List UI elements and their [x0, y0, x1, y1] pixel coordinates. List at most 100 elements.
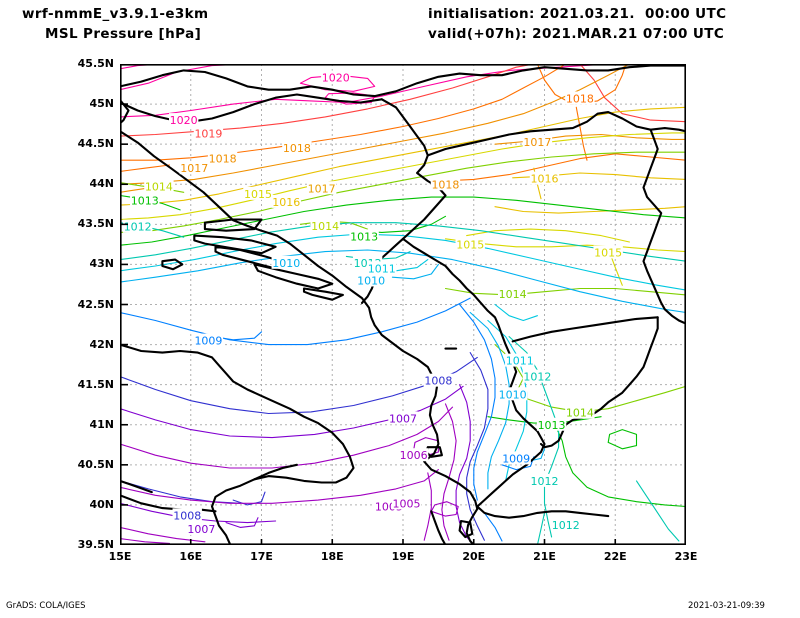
- y-tick-label: 45N: [89, 97, 114, 111]
- contour-line-1014: [494, 344, 524, 394]
- contour-label-mask: [551, 517, 581, 531]
- y-tick-label: 42.5N: [77, 297, 114, 311]
- x-tick-label: 18E: [320, 550, 344, 563]
- contour-label: 1013: [350, 230, 378, 243]
- y-tick-label: 43.5N: [77, 217, 114, 231]
- footer-credit: GrADS: COLA/IGES: [6, 601, 86, 611]
- contour-label-mask: [306, 181, 337, 195]
- geo-boundary: [401, 237, 546, 508]
- contour-label-mask: [430, 177, 461, 191]
- contour-line-1016: [120, 106, 686, 206]
- y-tick-label: 44N: [89, 177, 114, 191]
- y-tick-label: 44.5N: [77, 137, 114, 151]
- contour-label: 1010: [357, 274, 385, 287]
- contour-label: 1017: [523, 136, 551, 149]
- contour-label-mask: [207, 151, 238, 165]
- contour-label-mask: [271, 255, 301, 269]
- contour-line-1014: [444, 287, 686, 296]
- x-tick-label: 16E: [179, 550, 203, 563]
- contour-line-1007: [455, 384, 475, 545]
- contour-label: 1009: [194, 335, 222, 348]
- contour-line-1011: [494, 303, 538, 322]
- contour-line-1007: [225, 517, 259, 528]
- contour-label-mask: [367, 261, 397, 275]
- contour-line-1006: [120, 406, 454, 469]
- x-tick-label: 20E: [462, 550, 486, 563]
- geo-boundary: [511, 316, 659, 343]
- contour-label-mask: [193, 126, 224, 140]
- contour-label-mask: [505, 353, 535, 367]
- geo-boundary: [465, 507, 479, 545]
- contour-label-mask: [186, 521, 217, 535]
- contour-label: 1019: [194, 128, 222, 141]
- contour-label: 1009: [502, 452, 530, 465]
- contour-line-1015: [466, 228, 630, 243]
- contour-label-mask: [497, 387, 528, 401]
- contour-label-mask: [565, 91, 595, 105]
- x-tick-label: 22E: [603, 550, 627, 563]
- contour-line-1008: [466, 352, 489, 541]
- contour-label: 1015: [594, 246, 622, 259]
- y-tick-label: 41.5N: [77, 377, 114, 391]
- geo-boundary: [203, 218, 263, 232]
- contour-label-mask: [522, 134, 553, 148]
- contour-label: 1006: [400, 449, 428, 462]
- contour-line-1013: [607, 429, 638, 450]
- contour-line-1018: [120, 164, 171, 172]
- contour-label-mask: [172, 508, 202, 522]
- footer-timestamp: 2021-03-21-09:39: [688, 601, 765, 611]
- contour-label-mask: [455, 237, 485, 251]
- contour-label: 1018: [566, 92, 594, 105]
- contour-label-mask: [497, 287, 528, 301]
- contour-label-mask: [349, 229, 379, 243]
- contour-label-mask: [193, 333, 224, 347]
- y-tick-label: 39.5N: [77, 538, 114, 551]
- contour-label: 1012: [124, 221, 152, 234]
- contour-label: 1014: [499, 288, 527, 301]
- x-tick-label: 17E: [250, 550, 273, 563]
- geo-boundary: [253, 463, 298, 481]
- contour-label-mask: [423, 373, 454, 387]
- contour-line-1013: [120, 196, 686, 246]
- contour-line-1009: [459, 303, 496, 501]
- contour-line-1015: [120, 132, 686, 221]
- contour-line-1019: [579, 64, 686, 123]
- contour-label-mask: [501, 451, 531, 465]
- contour-line-1010: [391, 263, 439, 280]
- contour-label: 1016: [531, 173, 559, 186]
- contour-line-1015: [444, 238, 686, 253]
- geo-boundary: [193, 234, 277, 255]
- y-tick-label: 41N: [89, 417, 114, 431]
- contour-line-1007: [120, 385, 464, 439]
- x-tick-label: 21E: [533, 550, 556, 563]
- contour-label: 1011: [506, 355, 534, 368]
- contour-line-1011: [120, 233, 686, 291]
- contour-label: 1018: [431, 178, 459, 191]
- initialisation-time: initialisation: 2021.03.21. 00:00 UTC: [428, 6, 727, 22]
- axis-ticks: [120, 64, 686, 545]
- contour-label: 1005: [393, 497, 421, 510]
- contour-line-1010: [120, 249, 686, 314]
- contour-map-svg: 1020102010191018101810181018101710171017…: [120, 64, 686, 545]
- contour-label: 1013: [131, 194, 159, 207]
- contour-label-mask: [179, 161, 209, 175]
- contour-label: 1011: [368, 262, 396, 275]
- contour-label-mask: [271, 194, 301, 208]
- contour-label: 1007: [187, 523, 215, 536]
- contour-label: 1012: [552, 519, 580, 532]
- contour-label-mask: [536, 417, 567, 431]
- contour-label: 1014: [311, 220, 339, 233]
- contour-line-1005: [430, 501, 459, 517]
- contour-label-mask: [565, 405, 595, 419]
- contour-label: 1016: [272, 196, 300, 209]
- contour-line-1012: [508, 336, 560, 538]
- contour-label-mask: [356, 273, 386, 287]
- geo-boundary: [120, 64, 686, 98]
- contour-line-1005: [423, 472, 432, 541]
- contour-label: 1010: [499, 388, 527, 401]
- contour-label: 1008: [424, 375, 452, 388]
- geo-boundary: [539, 316, 659, 449]
- contour-line-1005: [120, 538, 171, 544]
- contour-label-mask: [282, 141, 312, 155]
- field-title: MSL Pressure [hPa]: [45, 26, 202, 42]
